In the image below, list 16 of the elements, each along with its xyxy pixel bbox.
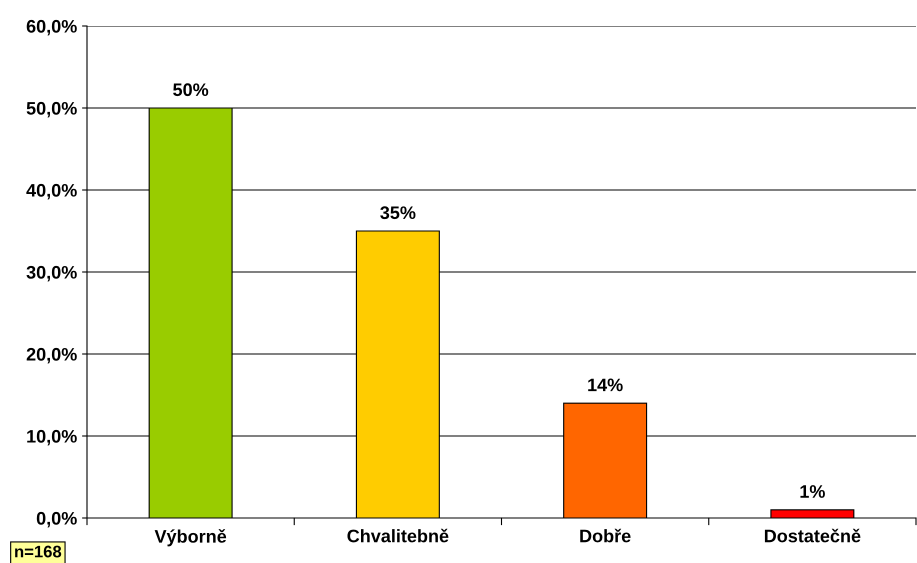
- y-tick-label: 0,0%: [36, 512, 77, 528]
- y-tick-label: 60,0%: [26, 20, 77, 36]
- data-label: 1%: [800, 485, 825, 498]
- y-tick-label: 40,0%: [26, 184, 77, 200]
- x-tick-label: Dostatečně: [764, 528, 860, 542]
- data-label: 50%: [173, 83, 208, 96]
- data-label: 35%: [380, 206, 416, 220]
- x-tick-label: Dobře: [580, 528, 631, 542]
- y-tick-label: 20,0%: [26, 348, 77, 364]
- y-tick-label: 10,0%: [27, 430, 77, 446]
- x-tick-label: Výborně: [154, 529, 226, 546]
- x-tick-label: Chvalitebně: [347, 528, 448, 542]
- data-label: 14%: [588, 378, 623, 392]
- y-tick-label: 30,0%: [26, 266, 77, 282]
- y-tick-label: 50,0%: [26, 102, 77, 118]
- text: n=168: [15, 546, 62, 558]
